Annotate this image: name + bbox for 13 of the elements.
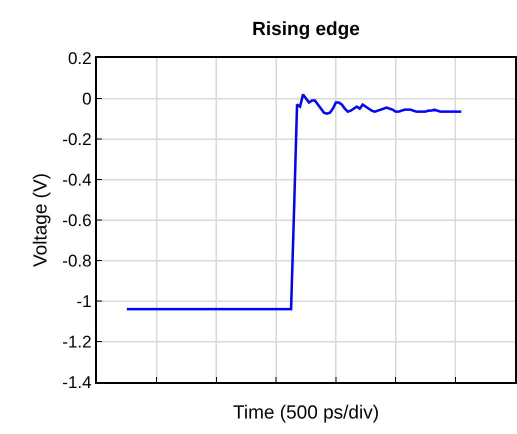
y-axis-title: Voltage (V) [30, 173, 52, 267]
line-series [126, 93, 463, 310]
chart-title: Rising edge [252, 18, 360, 40]
x-axis-title: Time (500 ps/div) [232, 402, 380, 424]
y-tick-label: -1.2 [62, 332, 92, 352]
y-tick-label: 0 [82, 89, 92, 108]
y-tick-label: -0.4 [62, 170, 92, 190]
y-tick-label: -0.6 [62, 210, 92, 230]
y-tick-label: -1 [76, 292, 92, 311]
y-tick-label: -0.2 [62, 130, 92, 149]
y-tick-label: 0.2 [68, 48, 92, 68]
y-tick-label: -1.4 [62, 372, 92, 392]
y-tick-label: -0.8 [62, 251, 92, 270]
